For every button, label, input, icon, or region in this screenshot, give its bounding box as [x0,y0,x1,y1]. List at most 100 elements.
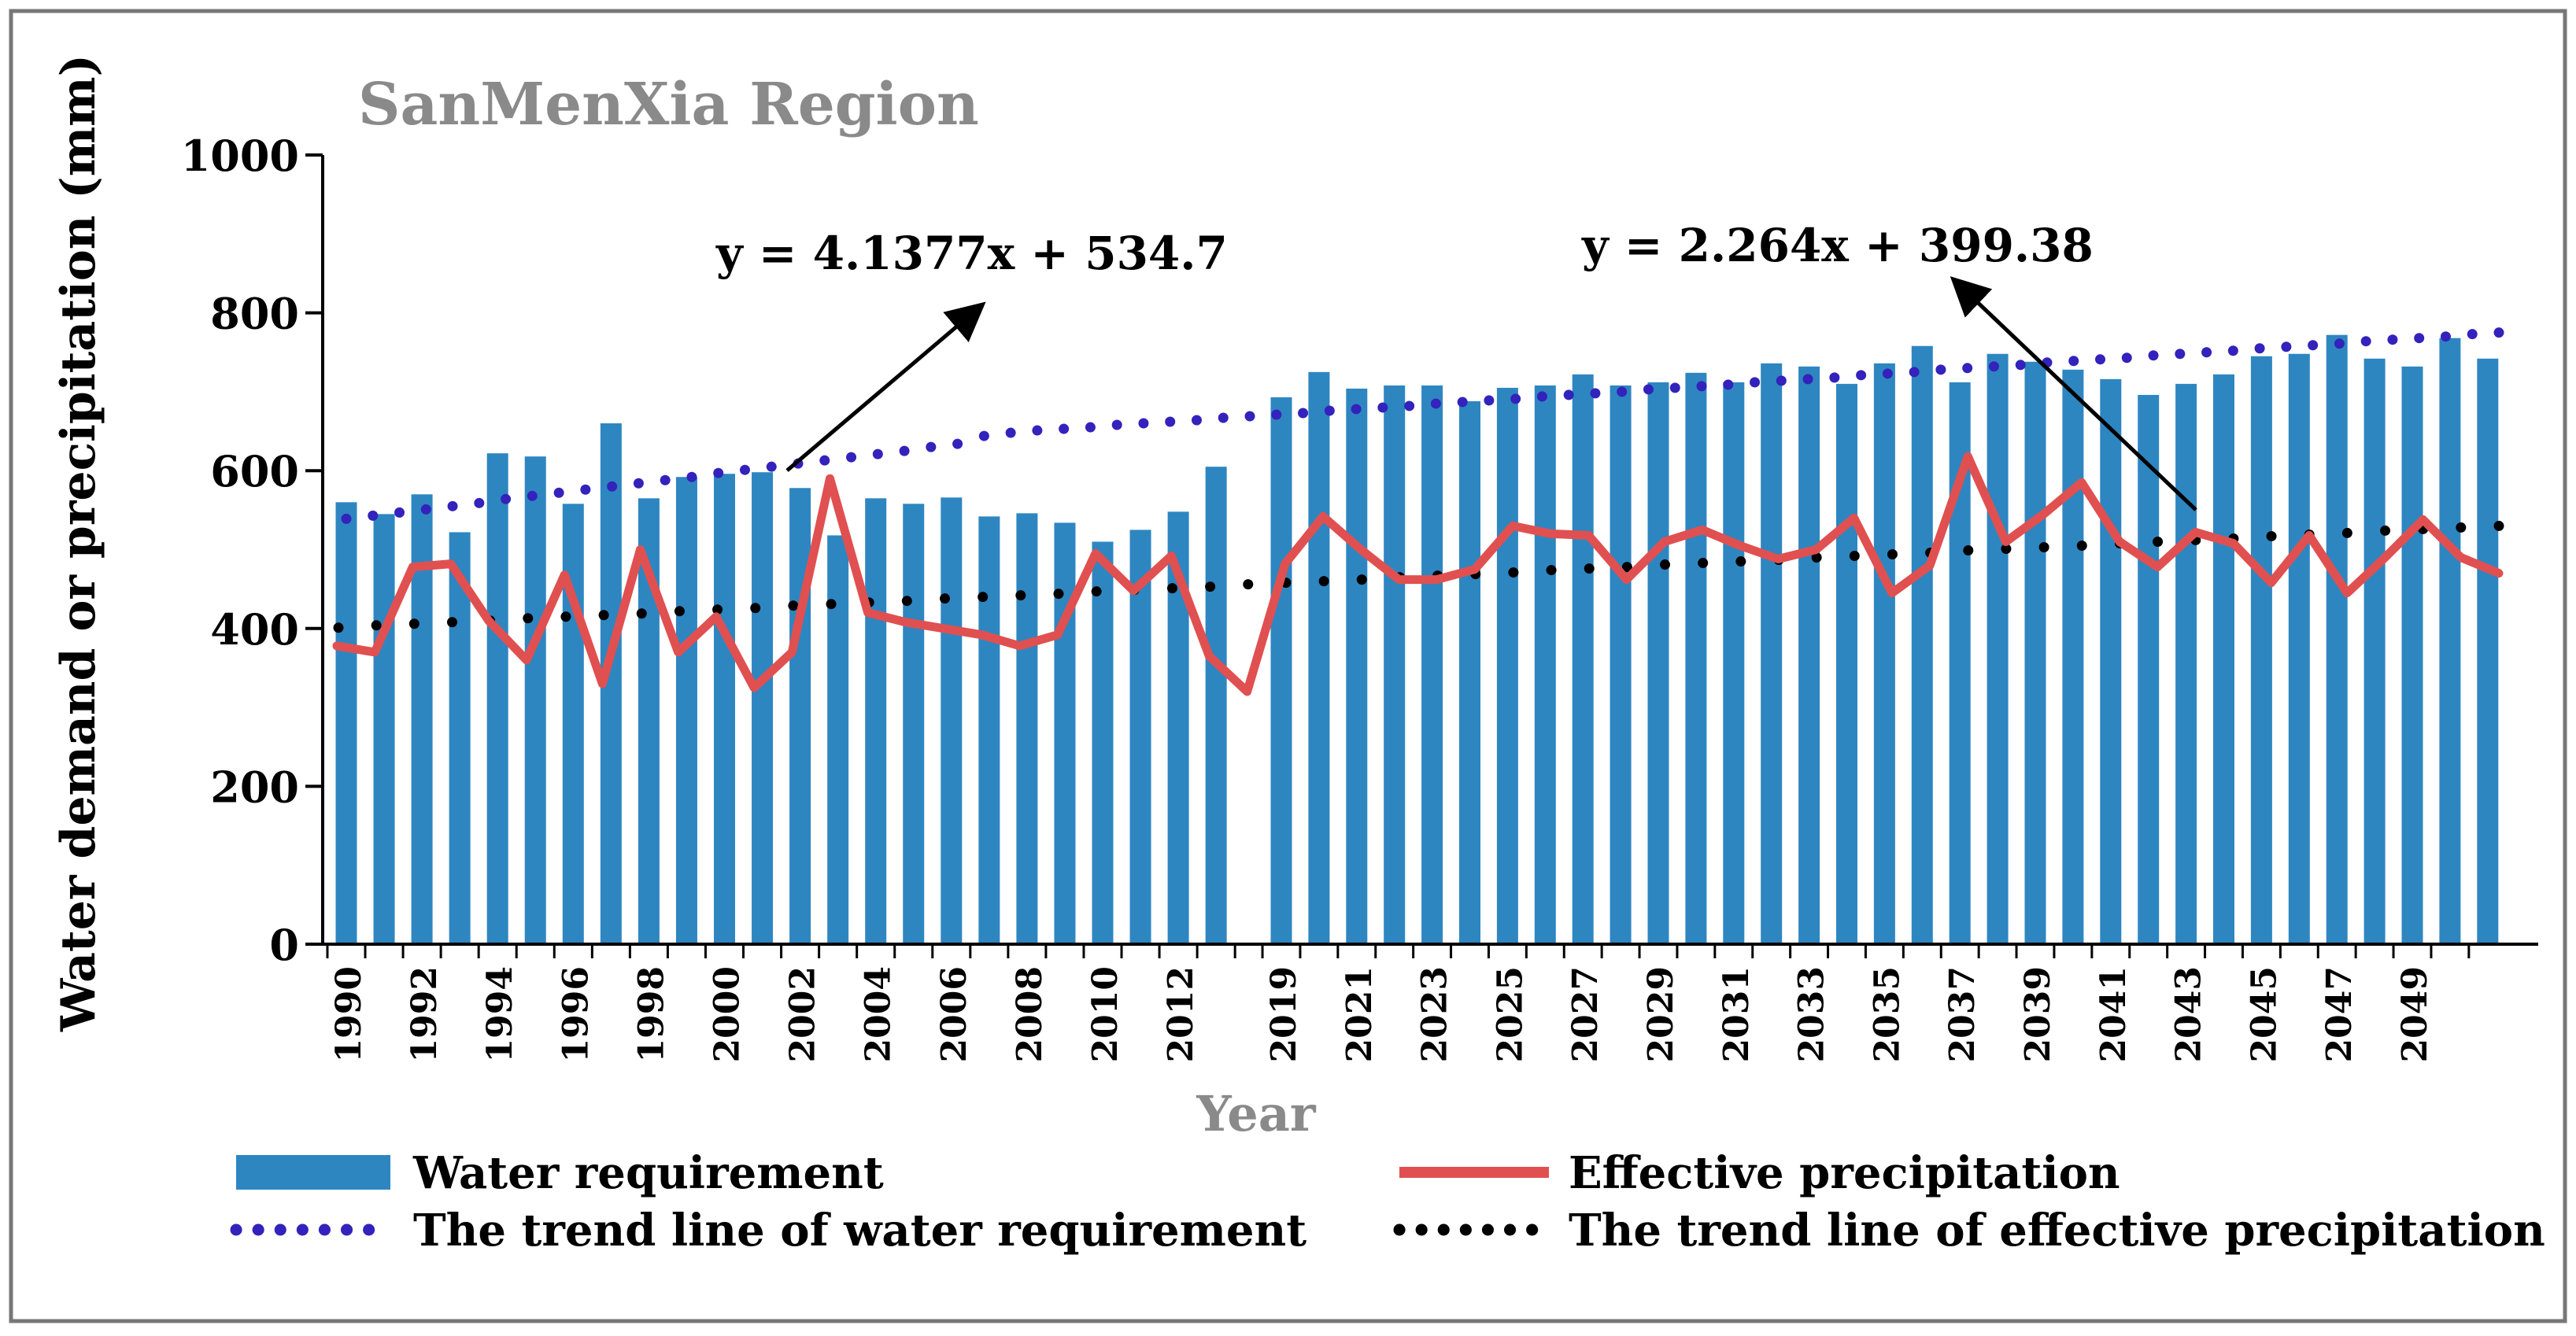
bar-water-requirement [1205,467,1227,944]
bar-water-requirement [1459,400,1480,944]
bar-water-requirement [2363,358,2386,944]
bar-water-requirement [1016,513,1038,944]
trend-point-precip [2341,527,2352,538]
trend-point-water [1165,416,1176,427]
bar-water-requirement [1987,353,2009,945]
bar-water-requirement [2138,394,2160,944]
trend-point-water [1085,422,1096,433]
trend-point-water [1351,404,1362,415]
trend-point-water [1271,409,1282,420]
bar-water-requirement [1761,363,1783,944]
bar-water-requirement [2326,334,2348,945]
trend-point-water [501,493,512,504]
bar-water-requirement [2024,361,2046,944]
trend-point-precip [1091,586,1102,597]
trend-point-precip [1735,556,1746,567]
trend-point-water [2148,350,2159,361]
x-tick-label: 1992 [405,966,445,1062]
trend-point-water [739,464,750,475]
trend-point-precip [2001,543,2012,554]
trend-point-water [2095,354,2106,365]
trend-point-water [527,490,538,501]
bar-water-requirement [335,502,357,944]
bar-water-requirement [2439,338,2461,944]
trend-point-precip [1887,549,1898,560]
trend-point-precip [1166,583,1177,594]
trend-point-water [766,461,777,472]
trend-point-water [1617,386,1628,397]
trend-point-water [1377,402,1388,413]
trend-point-water [1404,400,1415,412]
trend-point-water [1856,370,1867,381]
trend-point-precip [1811,552,1822,563]
trend-point-water [1536,391,1547,402]
bar-water-requirement [1384,385,1406,945]
x-tick-label: 2008 [1010,966,1050,1062]
bar-water-requirement [2175,383,2197,944]
bar-water-requirement [2250,356,2272,944]
trend-point-water [1696,381,1707,392]
trend-point-precip [901,596,912,607]
x-tick-label: 1998 [631,966,671,1062]
legend-label-trend-water: The trend line of water requirement [413,1205,1306,1257]
trend-point-water [686,471,697,482]
bar-water-requirement [941,497,963,944]
trend-point-water [1298,408,1309,419]
trend-point-water [1218,412,1229,423]
bar-water-requirement [675,477,697,944]
x-tick-label: 2012 [1161,966,1201,1062]
trend-equation-water: y = 4.1377x + 534.7 [715,227,1228,280]
trend-point-water [2334,338,2345,349]
trend-point-water [553,487,564,498]
trend-point-water [1643,384,1654,395]
trend-point-precip [560,611,571,622]
trend-point-water [1457,397,1468,408]
bar-water-requirement [1647,382,1669,944]
chart-title: SanMenXia Region [358,71,979,138]
trend-point-precip [1584,563,1595,574]
bar-water-requirement [1092,541,1114,944]
bar-water-requirement [1421,385,1443,945]
bar-water-requirement [714,474,735,944]
trend-point-water [1005,427,1016,438]
trend-point-water [1962,363,1973,374]
trend-point-water [978,430,989,441]
x-tick-label: 2000 [708,966,748,1062]
legend-label-effective-precipitation: Effective precipitation [1569,1147,2120,1199]
trend-point-water [660,474,671,485]
trend-point-precip [978,592,989,603]
legend: Water requirement Effective precipitatio… [230,1147,2545,1257]
trend-point-precip [2493,520,2504,531]
trend-point-water [1988,361,1999,372]
trend-point-precip [826,599,837,610]
trend-point-water [1669,382,1680,393]
y-tick-label: 800 [210,289,299,339]
trend-point-water [2308,340,2319,351]
x-tick-label: 2021 [1340,966,1380,1062]
trend-point-water [2467,329,2478,340]
trend-point-precip [1243,579,1254,590]
x-tick-label: 2047 [2319,966,2360,1062]
bar-water-requirement [1534,385,1556,945]
bar-water-requirement [865,498,887,944]
trend-point-precip [2456,522,2467,533]
x-tick-label: 2049 [2395,966,2435,1062]
trend-point-water [1882,368,1893,379]
trend-point-water [1510,393,1521,404]
trend-point-precip [636,608,647,619]
trend-point-precip [712,604,723,615]
x-tick-label: 2019 [1264,966,1304,1062]
trend-point-water [926,441,937,452]
bar-water-requirement [1685,372,1707,944]
trend-point-water [2227,345,2238,356]
annotation-arrow-left [785,301,986,472]
bar-water-requirement [449,532,471,944]
trend-point-water [633,478,644,489]
x-tick-label: 2045 [2244,966,2284,1062]
x-tick-label: 2027 [1565,966,1606,1062]
x-tick-label: 2004 [859,966,899,1062]
bar-water-requirement [2477,358,2499,944]
trend-point-water [1909,367,1920,378]
